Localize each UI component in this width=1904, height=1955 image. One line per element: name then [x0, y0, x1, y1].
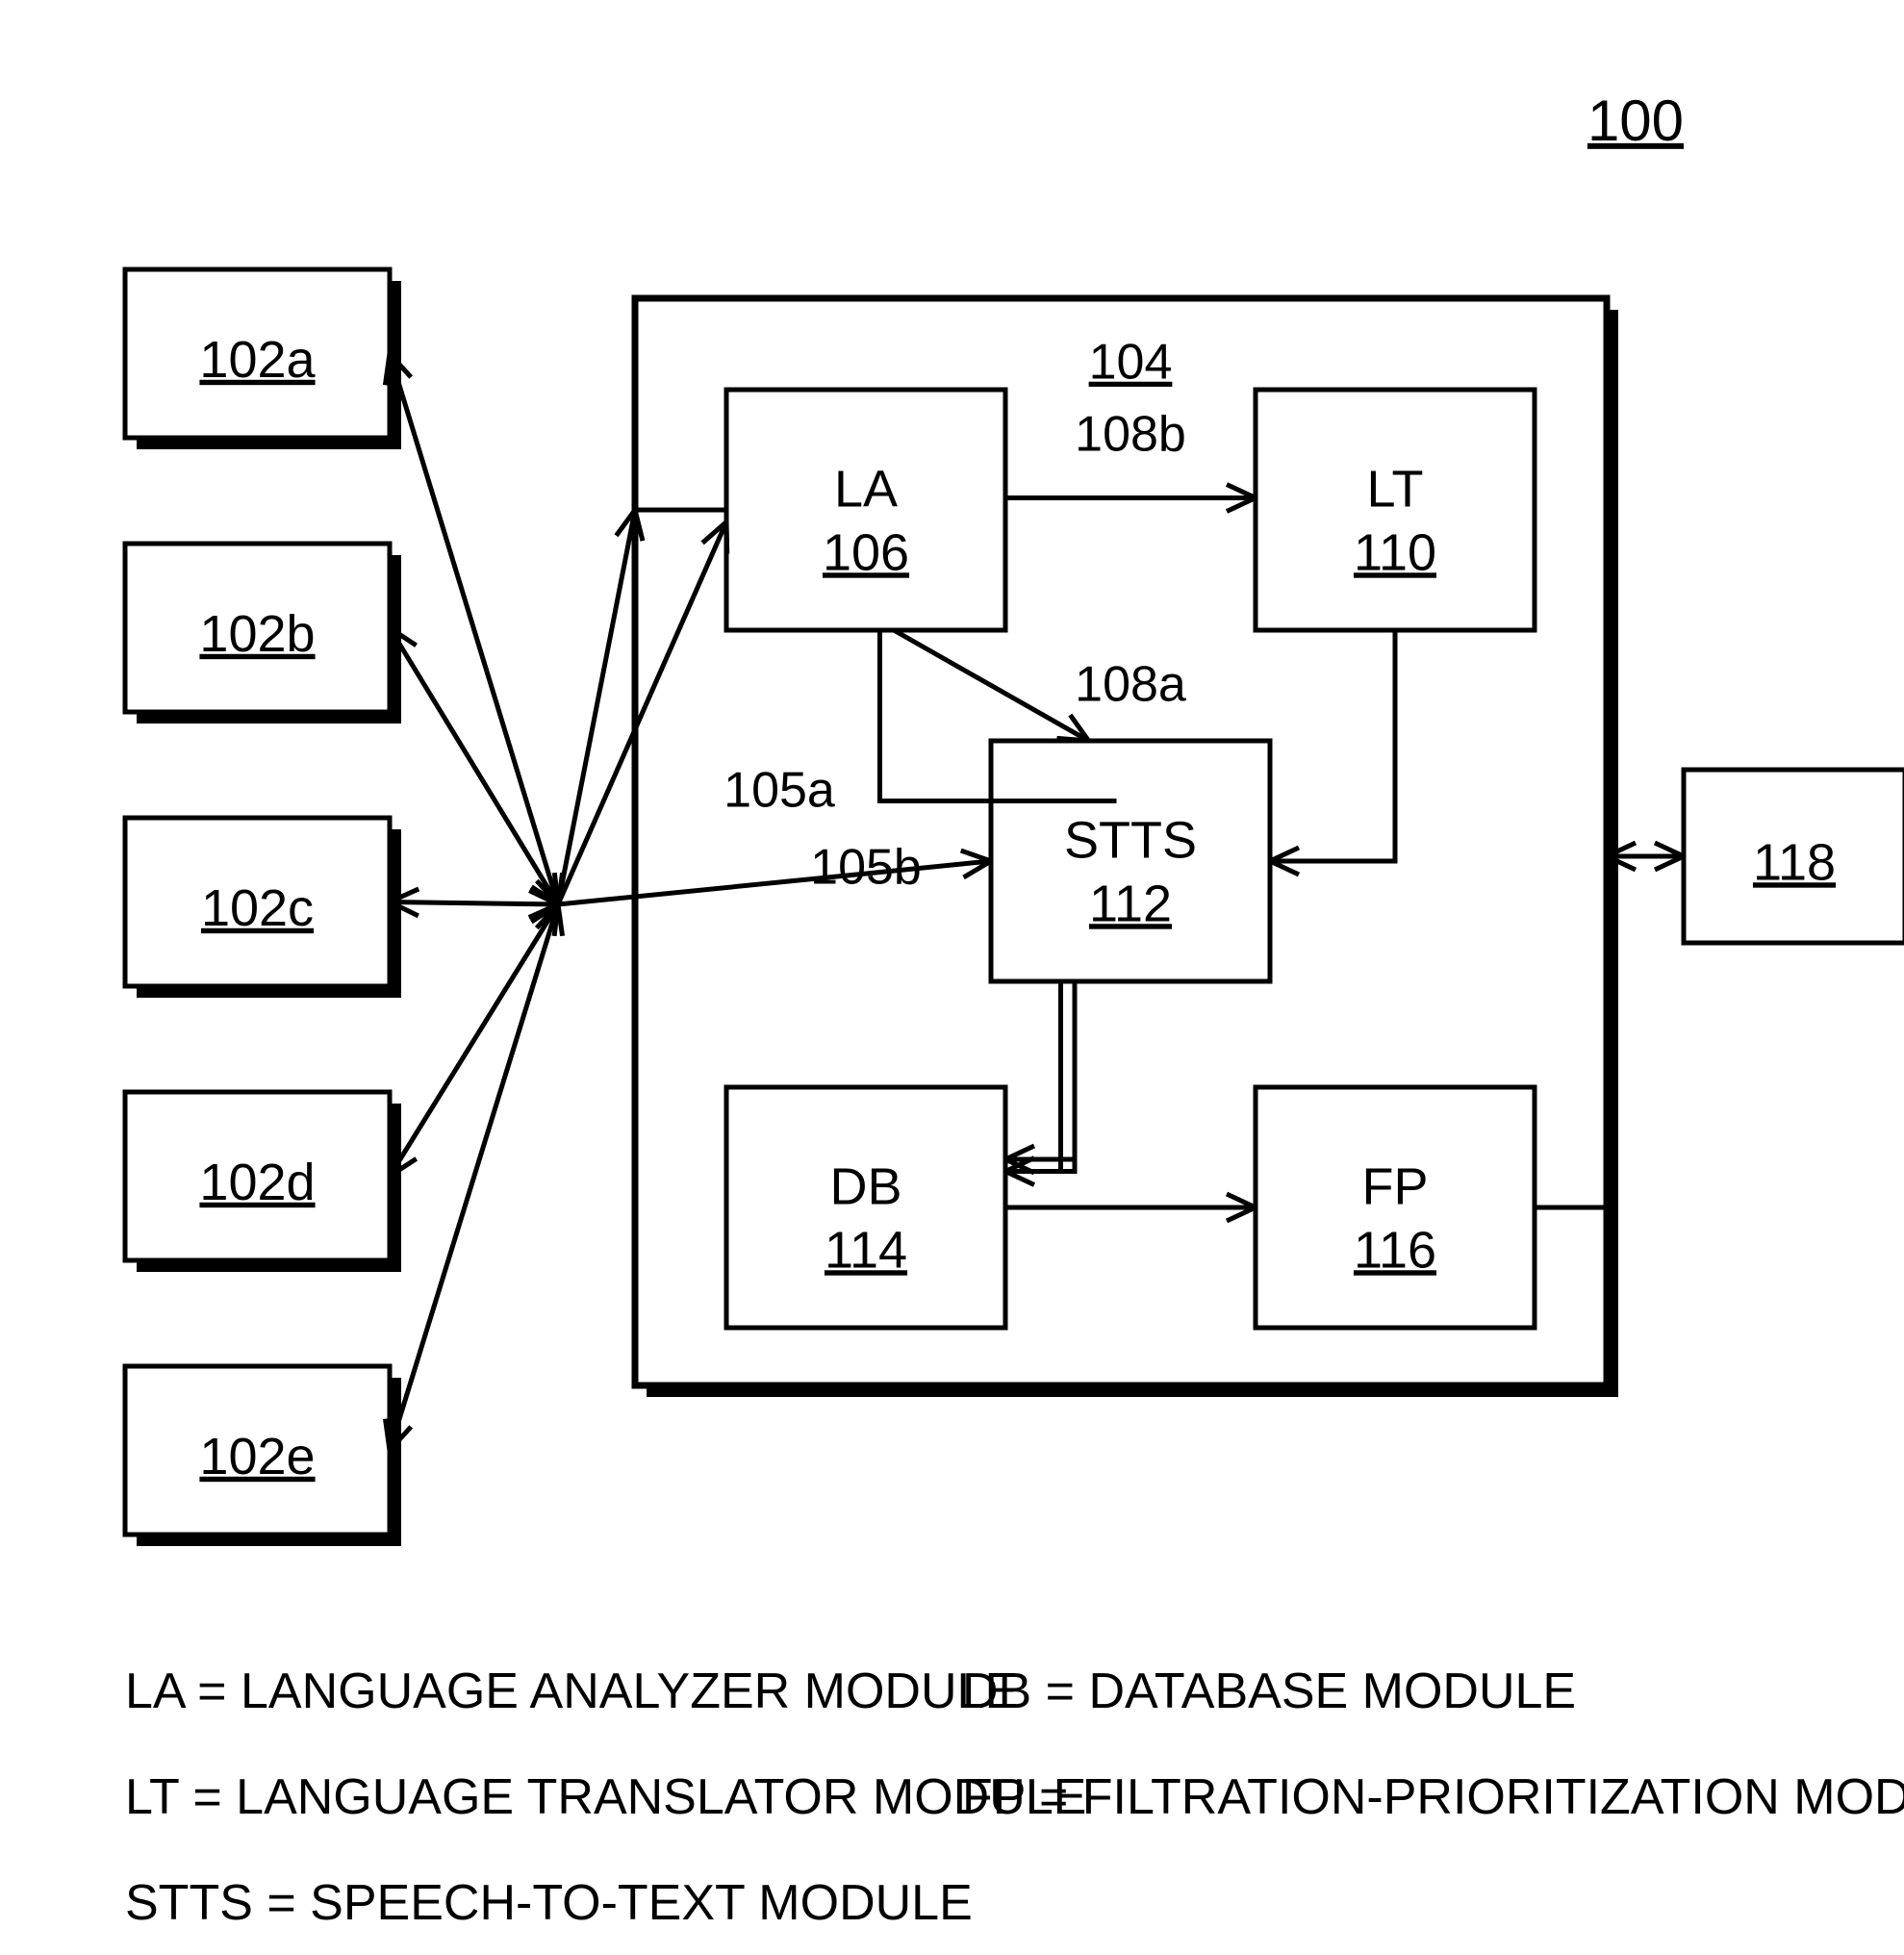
arrow: [558, 510, 643, 904]
arrow: [385, 354, 562, 905]
module-id-FP: 116: [1354, 1221, 1436, 1279]
module-id-LA: 106: [823, 523, 909, 581]
module-label-FP: FP: [1361, 1157, 1428, 1215]
module-id-LT: 110: [1354, 523, 1436, 581]
legend-item: LT = LANGUAGE TRANSLATOR MODULE: [125, 1769, 1086, 1825]
edge-label-104: 104: [1089, 335, 1173, 391]
arrow: [385, 904, 562, 1451]
client-box-id-102a: 102a: [199, 331, 316, 389]
arrow: [390, 904, 558, 1177]
edge-label-108b: 108b: [1075, 407, 1186, 463]
legend-item: FP = FILTRATION-PRIORITIZATION MODULE: [962, 1769, 1904, 1825]
edge-label-105a: 105a: [724, 763, 835, 819]
edge-label-108a: 108a: [1075, 657, 1186, 713]
client-box-id-102b: 102b: [199, 605, 315, 663]
legend-item: LA = LANGUAGE ANALYZER MODULE: [125, 1663, 1018, 1719]
module-label-LA: LA: [834, 460, 898, 518]
client-box-id-102e: 102e: [199, 1428, 315, 1485]
arrow: [390, 889, 558, 918]
module-label-STTS: STTS: [1064, 811, 1197, 869]
module-id-DB: 114: [825, 1221, 907, 1279]
client-box-id-102d: 102d: [199, 1154, 315, 1211]
legend-item: DB = DATABASE MODULE: [962, 1663, 1576, 1719]
output-box-id: 118: [1753, 833, 1836, 891]
client-box-id-102c: 102c: [201, 879, 314, 937]
module-label-DB: DB: [829, 1157, 901, 1215]
legend-item: STTS = SPEECH-TO-TEXT MODULE: [125, 1875, 973, 1931]
figure-id: 100: [1587, 89, 1684, 153]
module-label-LT: LT: [1366, 460, 1423, 518]
arrow: [390, 628, 558, 905]
module-id-STTS: 112: [1089, 875, 1172, 932]
